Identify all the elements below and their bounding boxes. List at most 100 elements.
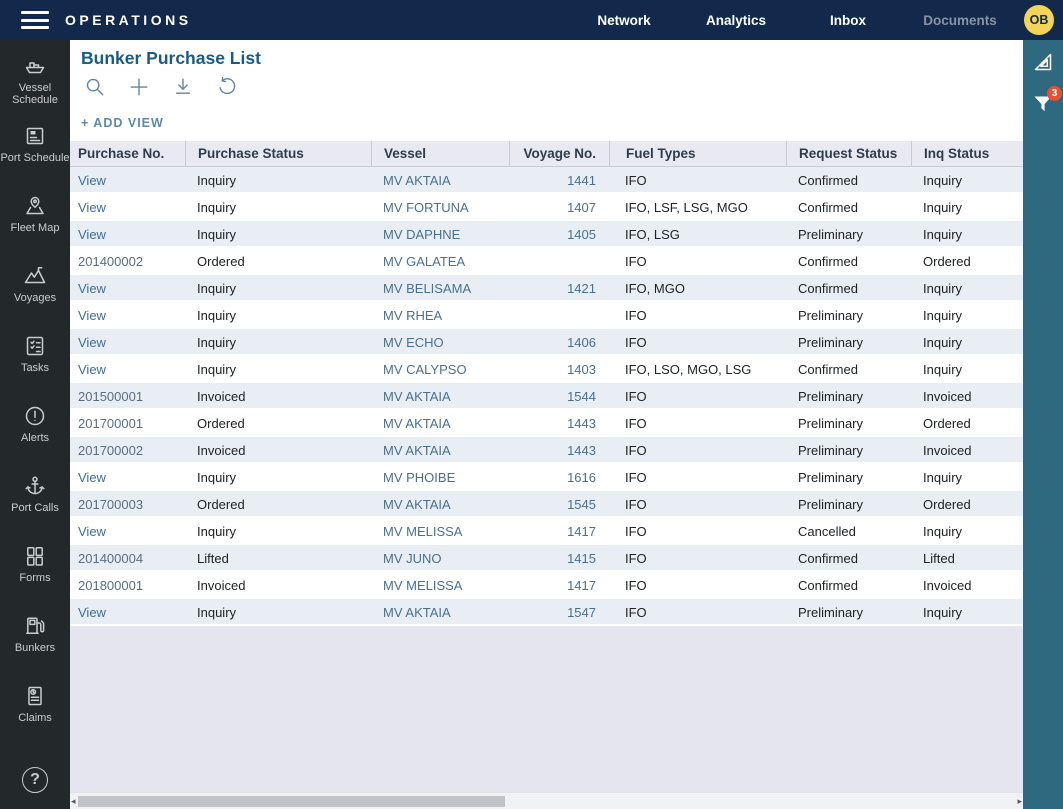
cell-request-status: Preliminary	[798, 308, 864, 323]
sidebar-item-bunkers[interactable]: Bunkers	[0, 614, 70, 684]
cell-purchase-status: Inquiry	[197, 335, 237, 350]
view-link[interactable]: View	[78, 173, 106, 188]
column-header-purchase-status[interactable]: Purchase Status	[185, 141, 371, 166]
cell-purchase-no: 201500001	[70, 383, 185, 410]
column-header-vessel[interactable]: Vessel	[371, 141, 509, 166]
cell-vessel: MV BELISAMA	[383, 281, 472, 296]
table-row[interactable]: View Inquiry MV CALYPSO 1403 IFO, LSO, MGO, …	[70, 356, 1023, 383]
table-row[interactable]: 201700002 Invoiced MV AKTAIA 1443 IFO Prelimi…	[70, 437, 1023, 464]
sidebar-item-claims[interactable]: Claims	[0, 684, 70, 754]
table-row[interactable]: View Inquiry MV DAPHNE 1405 IFO, LSG Prelimin…	[70, 221, 1023, 248]
cell-inq-status: Invoiced	[923, 389, 972, 404]
table-row[interactable]: 201800001 Invoiced MV MELISSA 1417 IFO Confir…	[70, 572, 1023, 599]
table-row[interactable]: 201500001 Invoiced MV AKTAIA 1544 IFO Prelimi…	[70, 383, 1023, 410]
view-link[interactable]: View	[78, 362, 106, 377]
cell-vessel: MV MELISSA	[383, 524, 463, 539]
tasks-icon	[23, 334, 47, 358]
table-header-row: Purchase No. Purchase Status Vessel Voyage …	[70, 141, 1023, 167]
sidebar-item-alerts[interactable]: Alerts	[0, 404, 70, 474]
cell-voyage-no-: 1443	[567, 416, 596, 431]
scroll-right-arrow-icon[interactable]: ▸	[1017, 796, 1022, 806]
cell-purchase-no: View	[70, 518, 185, 545]
nav-item-documents[interactable]: Documents	[923, 12, 997, 28]
sidebar-item-tasks[interactable]: Tasks	[0, 334, 70, 404]
cell-vessel: MV AKTAIA	[383, 416, 451, 431]
avatar[interactable]: OB	[1024, 5, 1054, 35]
view-link[interactable]: View	[78, 308, 106, 323]
cell-vessel: MV JUNO	[383, 551, 442, 566]
column-header-inq-status[interactable]: Inq Status	[911, 141, 1023, 166]
cell-request-status: Preliminary	[798, 605, 864, 620]
cell-fuel-types: IFO, LSF, LSG, MGO	[625, 200, 748, 215]
cell-request-status: Confirmed	[798, 362, 858, 377]
cell-inq-status: Lifted	[923, 551, 955, 566]
scrollbar-thumb[interactable]	[78, 796, 505, 807]
hamburger-menu-icon[interactable]	[21, 11, 49, 29]
cell-purchase-no: View	[70, 464, 185, 491]
view-link[interactable]: View	[78, 470, 106, 485]
filter-tool[interactable]: 3	[1031, 86, 1062, 116]
cell-purchase-no: View	[70, 167, 185, 194]
scroll-left-arrow-icon[interactable]: ◂	[71, 796, 76, 806]
page-header: Bunker Purchase List + ADD VIEW	[70, 40, 1023, 141]
filter-icon	[1031, 92, 1055, 116]
column-header-purchase-no-[interactable]: Purchase No.	[78, 146, 165, 161]
cell-inq-status: Invoiced	[923, 578, 972, 593]
horizontal-scrollbar[interactable]: ◂ ▸	[70, 792, 1023, 809]
sidebar-item-port-calls[interactable]: Port Calls	[0, 474, 70, 544]
view-link[interactable]: View	[78, 281, 106, 296]
add-button[interactable]	[128, 76, 150, 98]
table-row[interactable]: View Inquiry MV BELISAMA 1421 IFO, MGO Confir…	[70, 275, 1023, 302]
table-row[interactable]: View Inquiry MV FORTUNA 1407 IFO, LSF, LSG, …	[70, 194, 1023, 221]
cell-fuel-types: IFO	[625, 578, 647, 593]
table-row[interactable]: View Inquiry MV RHEA IFO Preliminary Inquiry	[70, 302, 1023, 329]
table-row[interactable]: 201700003 Ordered MV AKTAIA 1545 IFO Prelimin…	[70, 491, 1023, 518]
view-link[interactable]: View	[78, 605, 106, 620]
cell-inq-status: Inquiry	[923, 281, 963, 296]
view-link[interactable]: View	[78, 200, 106, 215]
table-row[interactable]: View Inquiry MV ECHO 1406 IFO Preliminary Inqu…	[70, 329, 1023, 356]
view-link[interactable]: View	[78, 227, 106, 242]
table-row[interactable]: View Inquiry MV AKTAIA 1547 IFO Preliminary In…	[70, 599, 1023, 626]
purchase-no: 201400002	[78, 254, 144, 269]
cell-fuel-types: IFO	[625, 551, 647, 566]
add-view-button[interactable]: + ADD VIEW	[81, 116, 164, 130]
search-icon	[84, 76, 106, 98]
table-row[interactable]: View Inquiry MV MELISSA 1417 IFO Cancelled Inq…	[70, 518, 1023, 545]
nav-item-analytics[interactable]: Analytics	[705, 12, 767, 28]
download-button[interactable]	[172, 76, 194, 98]
view-link[interactable]: View	[78, 335, 106, 350]
sidebar-item-fleet-map[interactable]: Fleet Map	[0, 194, 70, 264]
cell-request-status: Confirmed	[798, 281, 858, 296]
cell-vessel: MV CALYPSO	[383, 362, 467, 377]
cell-voyage-no-: 1417	[567, 578, 596, 593]
column-header-voyage-no-[interactable]: Voyage No.	[509, 141, 609, 166]
search-button[interactable]	[84, 76, 106, 98]
column-header-request-status[interactable]: Request Status	[786, 141, 911, 166]
cursor-tool[interactable]	[1031, 50, 1055, 74]
reset-button[interactable]	[216, 76, 238, 98]
table-row[interactable]: 201700001 Ordered MV AKTAIA 1443 IFO Prelimin…	[70, 410, 1023, 437]
sidebar-item-vessel-schedule[interactable]: Vessel Schedule	[0, 54, 70, 124]
cell-request-status: Cancelled	[798, 524, 856, 539]
main-content: Bunker Purchase List + ADD VIEW Purchase…	[70, 40, 1023, 809]
top-navbar: OPERATIONS Network Analytics Inbox Document…	[0, 0, 1063, 40]
purchase-no: 201700002	[78, 443, 144, 458]
table-row[interactable]: 201400004 Lifted MV JUNO 1415 IFO Confirmed Li…	[70, 545, 1023, 572]
column-header-fuel-types[interactable]: Fuel Types	[609, 141, 786, 166]
table-row[interactable]: View Inquiry MV AKTAIA 1441 IFO Confirmed Inqu…	[70, 167, 1023, 194]
nav-item-inbox[interactable]: Inbox	[830, 12, 866, 28]
sidebar-item-port-schedule[interactable]: Port Schedule	[0, 124, 70, 194]
table-row[interactable]: View Inquiry MV PHOIBE 1616 IFO Preliminary In…	[70, 464, 1023, 491]
table-row[interactable]: 201400002 Ordered MV GALATEA IFO Confirmed Or…	[70, 248, 1023, 275]
cell-voyage-no-: 1441	[567, 173, 596, 188]
cell-fuel-types: IFO	[625, 173, 647, 188]
cell-request-status: Preliminary	[798, 470, 864, 485]
sidebar-item-forms[interactable]: Forms	[0, 544, 70, 614]
help-icon[interactable]: ?	[22, 767, 48, 793]
view-link[interactable]: View	[78, 524, 106, 539]
cell-voyage-no-	[509, 248, 609, 275]
filter-count-badge: 3	[1047, 86, 1062, 101]
nav-item-network[interactable]: Network	[597, 12, 651, 28]
sidebar-item-voyages[interactable]: Voyages	[0, 264, 70, 334]
